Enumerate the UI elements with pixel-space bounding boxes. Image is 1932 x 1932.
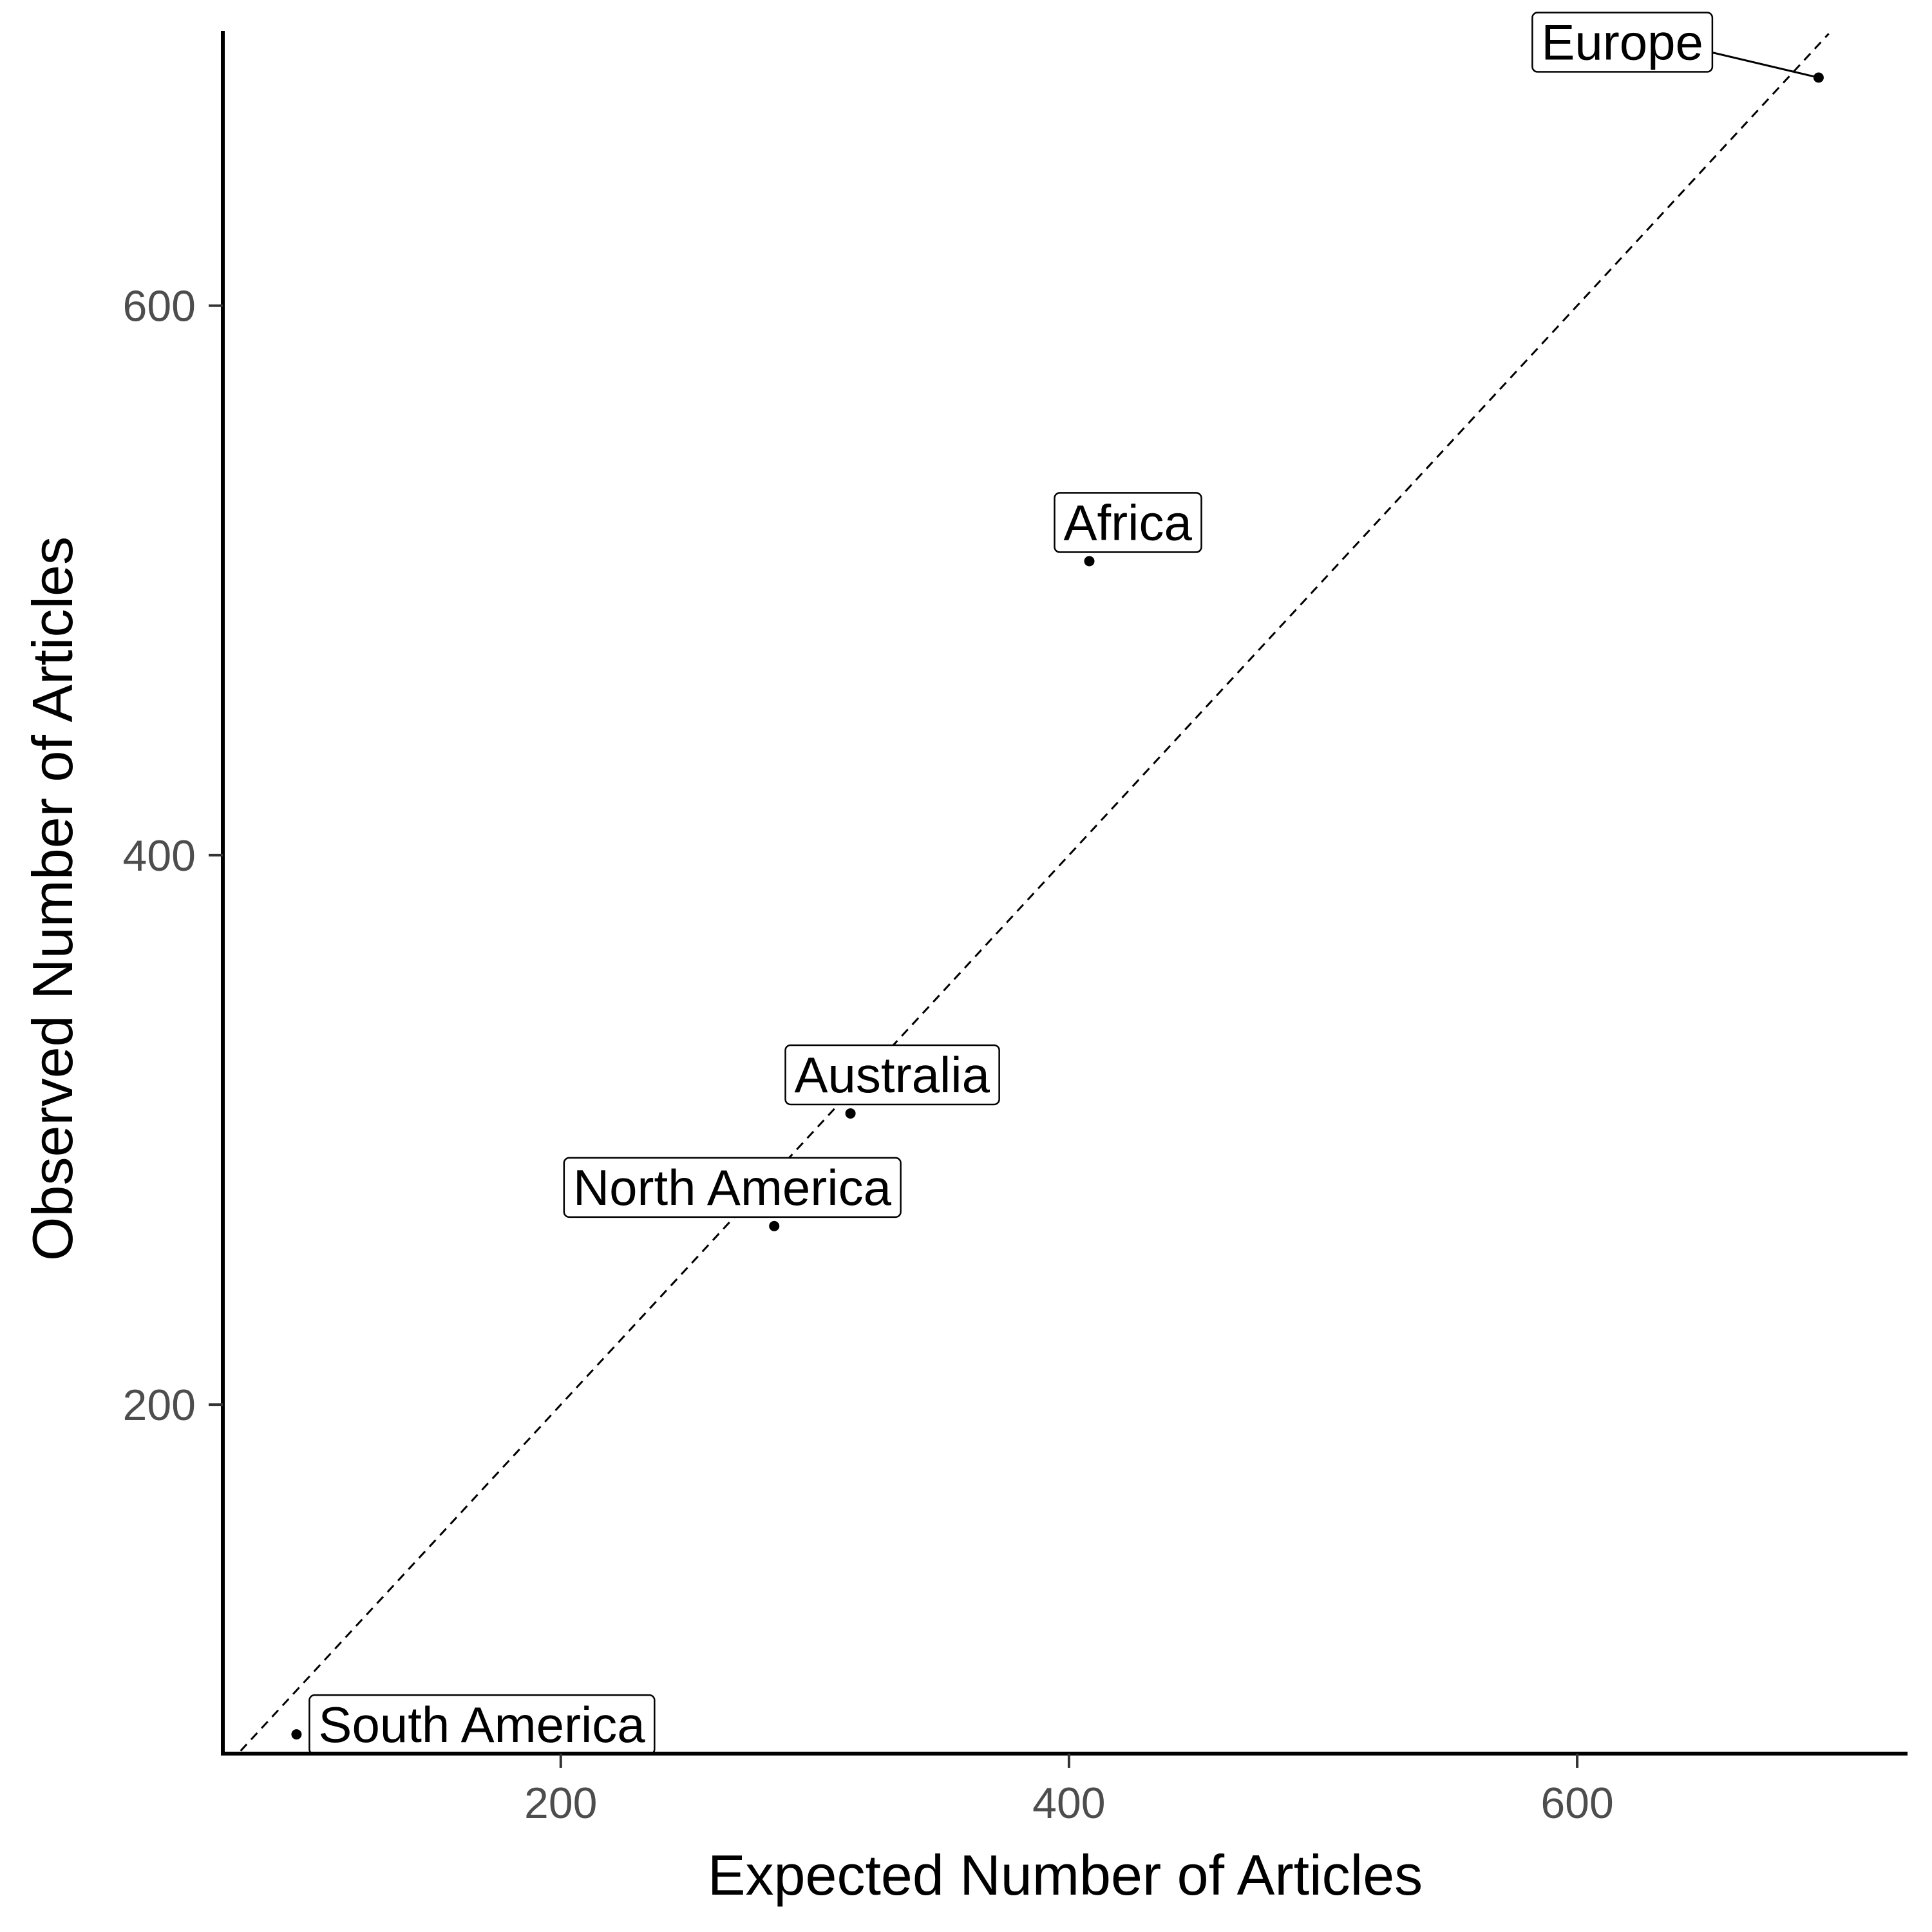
point-label-box — [1054, 492, 1202, 553]
data-point-group: Africa — [1054, 492, 1202, 567]
x-axis-title: Expected Number of Articles — [708, 1843, 1423, 1907]
data-points: Europe Africa Australia North America South … — [291, 12, 1824, 1756]
data-point — [1813, 72, 1824, 83]
reference-line — [240, 33, 1830, 1752]
x-tick-label: 600 — [1540, 1779, 1613, 1828]
data-point — [291, 1729, 302, 1740]
data-point-group: Europe — [1531, 12, 1824, 83]
point-label-text: Europe — [1541, 14, 1703, 71]
point-label-box — [563, 1157, 902, 1218]
y-axis-ticks: 200 400 600 — [123, 282, 223, 1430]
point-label-text: North America — [573, 1159, 892, 1216]
data-point — [845, 1108, 856, 1119]
data-point-group: Australia — [784, 1044, 1000, 1119]
data-point — [769, 1220, 780, 1231]
point-label-box — [784, 1044, 1000, 1106]
y-tick-label: 600 — [123, 282, 196, 331]
y-tick-label: 400 — [123, 831, 196, 880]
data-point-group: South America — [291, 1694, 656, 1756]
x-axis-ticks: 200 400 600 — [524, 1754, 1614, 1828]
data-point — [1084, 556, 1095, 567]
y-tick-label: 200 — [123, 1381, 196, 1430]
point-label-text: Australia — [795, 1046, 990, 1103]
point-label-box — [1531, 12, 1714, 73]
x-tick-label: 400 — [1032, 1779, 1105, 1828]
y-axis-title: Observed Number of Articles — [21, 536, 84, 1261]
x-tick-label: 200 — [524, 1779, 597, 1828]
point-label-text: South America — [318, 1696, 645, 1753]
point-label-text: Africa — [1063, 494, 1192, 551]
data-point-group: North America — [563, 1157, 902, 1231]
label-leader-line — [1712, 52, 1819, 79]
